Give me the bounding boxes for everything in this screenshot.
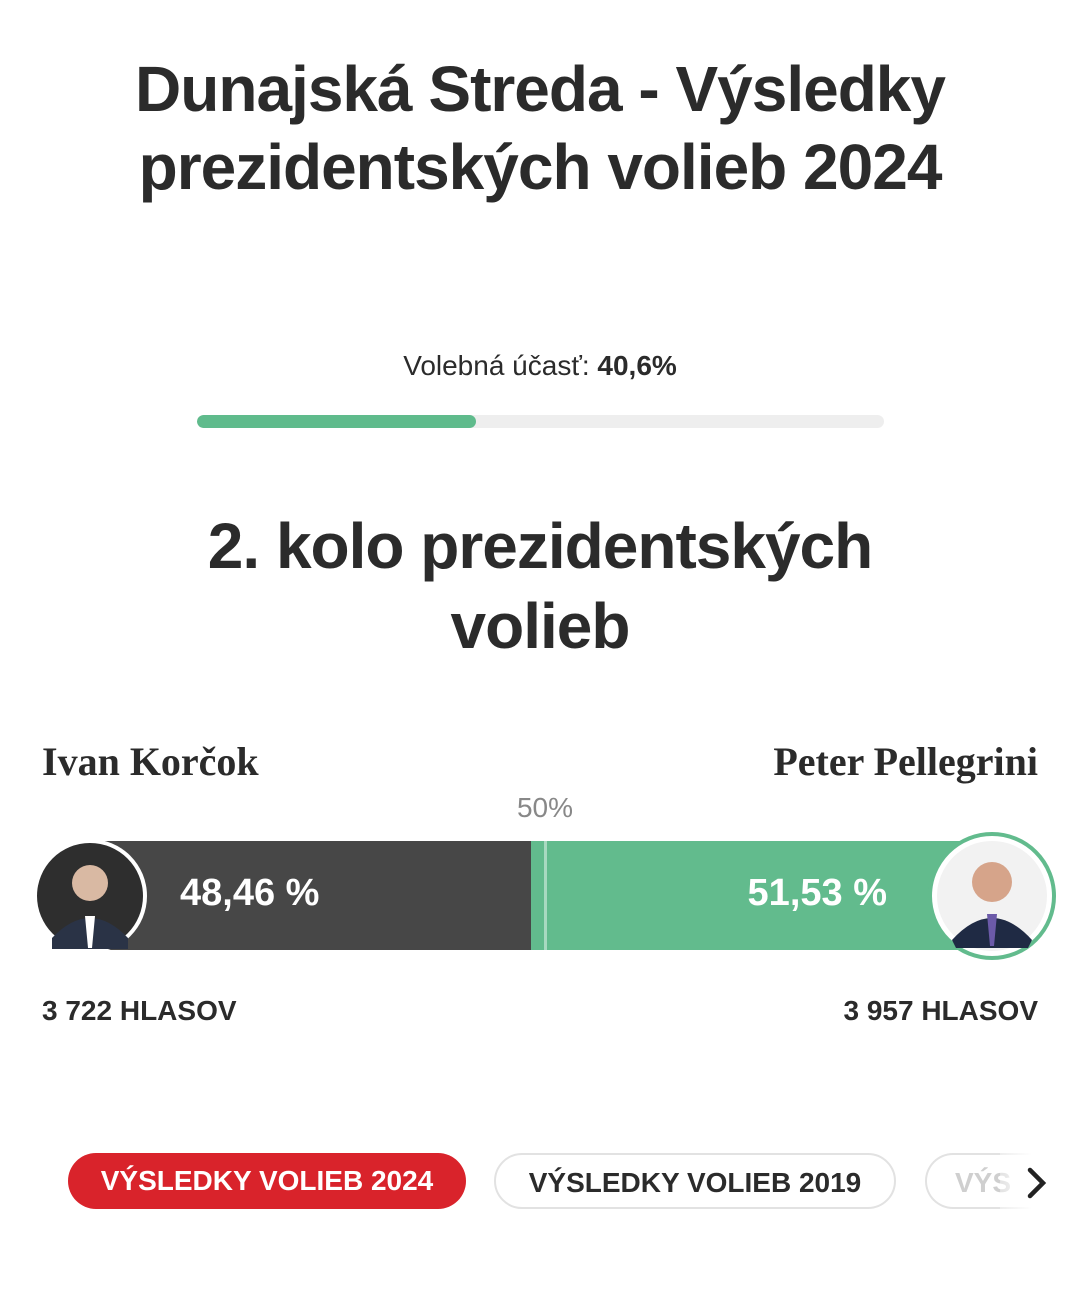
title-line: prezidentských volieb 2024 — [138, 131, 943, 203]
turnout-value: 40,6% — [597, 350, 677, 381]
page-title: Dunajská Streda - Výsledky prezidentských… — [0, 50, 1080, 206]
candidate-votes: 3 722 HLASOV — [42, 995, 237, 1026]
tab-active[interactable]: VÝSLEDKY VOLIEB 2024 — [68, 1153, 466, 1209]
candidate-name: Ivan Korčok — [42, 739, 259, 784]
avatar — [928, 832, 1056, 960]
candidate-percent: 48,46 % — [180, 872, 320, 914]
round-title-line: 2. kolo prezidentských — [207, 510, 873, 582]
candidate-bar — [531, 841, 1000, 950]
midpoint-line — [544, 841, 547, 950]
turnout-track — [197, 415, 884, 428]
candidate-votes: 3 957 HLASOV — [843, 995, 1038, 1026]
turnout-label: Volebná účasť: — [403, 350, 590, 381]
tab[interactable]: VÝSLEDKY VOLIEB 2019 — [494, 1153, 896, 1209]
round-title: 2. kolo prezidentských volieb — [0, 506, 1080, 666]
candidate-bar — [90, 841, 531, 950]
turnout-text: Volebná účasť: 40,6% — [0, 350, 1080, 382]
candidate-percent: 51,53 % — [747, 872, 887, 914]
round-title-line: volieb — [450, 590, 631, 662]
turnout-bar — [197, 415, 476, 428]
avatar — [33, 839, 147, 953]
next-arrow[interactable] — [1024, 1166, 1050, 1200]
title-line: Dunajská Streda - Výsledky — [135, 53, 946, 125]
midpoint-label: 50% — [516, 792, 574, 823]
candidate-name: Peter Pellegrini — [773, 739, 1038, 784]
